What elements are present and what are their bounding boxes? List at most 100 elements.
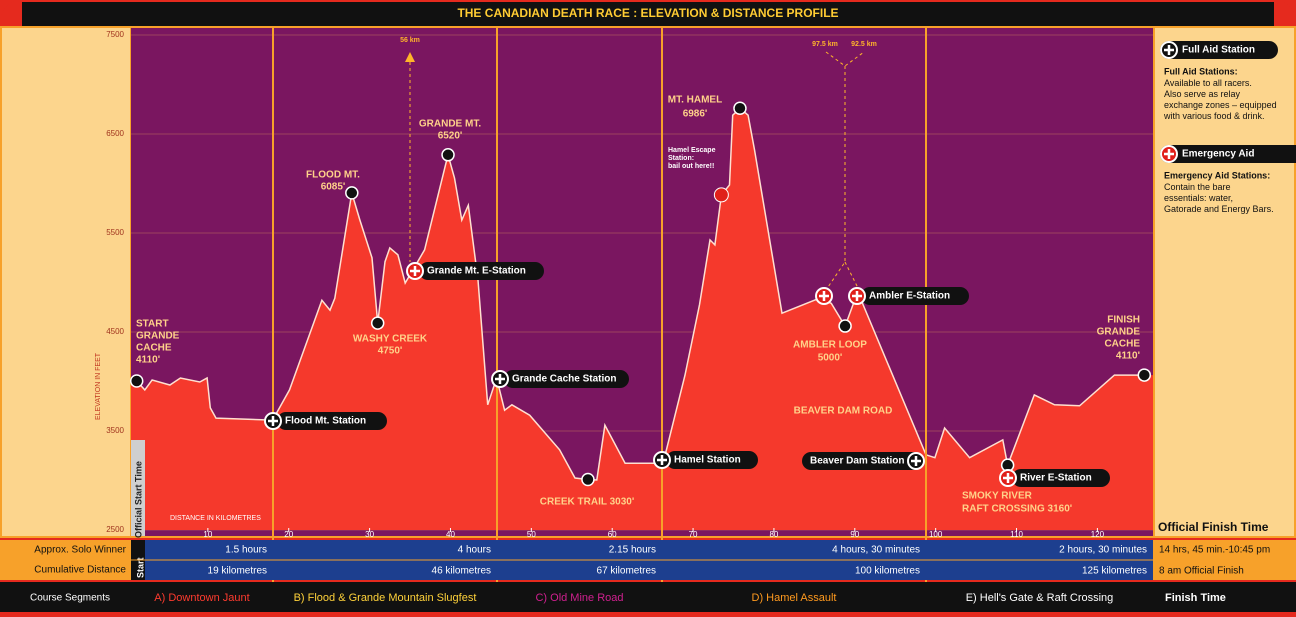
icon-cross <box>495 374 505 384</box>
station-label: Ambler E-Station <box>869 291 950 302</box>
start-time-label: Official Start Time <box>133 461 143 538</box>
segment-name: E) Hell's Gate & Raft Crossing <box>966 592 1114 604</box>
x-tick-label: 40 <box>446 530 455 539</box>
annotation: START <box>136 319 169 330</box>
row-label: Cumulative Distance <box>34 565 126 576</box>
annotation: 6986' <box>683 109 708 120</box>
annotation: GRANDE <box>136 331 180 342</box>
start-band <box>131 440 145 536</box>
legend-text: Contain the bare essentials: water, Gatora… <box>1164 182 1274 214</box>
annotation-line <box>825 51 865 291</box>
icon-cross <box>1164 149 1174 159</box>
icon-cross <box>819 291 829 301</box>
title-bar <box>22 2 1274 26</box>
legend-title: Emergency Aid <box>1182 149 1254 160</box>
finish-label: Finish Time <box>1165 592 1226 604</box>
annotation: FINISH <box>1107 315 1140 326</box>
legend-panel <box>1155 28 1294 536</box>
station-pill <box>277 412 387 430</box>
annotation: 6085' <box>321 182 346 193</box>
x-tick-label: 90 <box>850 530 859 539</box>
x-tick-label: 50 <box>527 530 536 539</box>
annotation: 4110' <box>1116 351 1140 362</box>
row-label: Course Segments <box>30 593 110 604</box>
segment-distance: 19 kilometres <box>208 566 267 577</box>
segment-distance: 125 kilometres <box>1082 566 1147 577</box>
annotation: WASHY CREEK <box>353 334 428 345</box>
legend-pill <box>1160 145 1296 163</box>
segment-name: D) Hamel Assault <box>752 592 837 604</box>
x-tick-label: 110 <box>1010 530 1023 539</box>
legend-heading: Full Aid Stations: <box>1164 66 1238 76</box>
annotation: 56 km <box>400 37 420 44</box>
row-label: Approx. Solo Winner <box>34 545 126 556</box>
x-tick-label: 60 <box>608 530 617 539</box>
segment-time: 2 hours, 30 minutes <box>1059 545 1147 556</box>
annotation: bail out here!! <box>668 163 714 170</box>
table: Start Approx. Solo Winner Cumulative Dista… <box>0 540 1296 612</box>
arrow-head <box>405 52 415 62</box>
elevation-marker <box>581 472 595 487</box>
area-fill <box>131 108 1153 531</box>
annotation: RAFT CROSSING 3160' <box>962 504 1072 515</box>
segments-row <box>0 582 1296 612</box>
annotation: 97.5 km <box>812 41 838 48</box>
annotation: AMBLER LOOP <box>793 340 867 351</box>
icon-cross <box>410 266 420 276</box>
legend-text: Available to all racers. Also serve as re… <box>1163 78 1277 121</box>
y-tick-label: 4500 <box>106 327 124 336</box>
station-label: Grande Mt. E-Station <box>427 266 526 277</box>
legend-pill <box>1160 41 1278 59</box>
y-tick-label: 6500 <box>106 129 124 138</box>
segment-time: 2.15 hours <box>609 545 656 556</box>
plot: 2500 3500 4500 5500 6500 7500 ELEVATION IN FEE… <box>95 28 1153 612</box>
station-pill <box>802 452 922 470</box>
annotation: 5000' <box>818 353 843 364</box>
icon-cross <box>852 291 862 301</box>
annotation: GRANDE <box>1097 327 1141 338</box>
segment-time: 1.5 hours <box>225 545 267 556</box>
segment-name: A) Downtown Jaunt <box>154 592 249 604</box>
x-tick-label: 120 <box>1091 530 1105 539</box>
station-label: Grande Cache Station <box>512 374 616 385</box>
icon-cross <box>1164 45 1174 55</box>
segment-time: 4 hours, 30 minutes <box>832 545 920 556</box>
legend-heading: Emergency Aid Stations: <box>1164 170 1270 180</box>
icon-cross <box>657 455 667 465</box>
icon-cross <box>911 456 921 466</box>
elevation-marker <box>733 101 747 116</box>
annotation: Hamel Escape <box>668 147 716 154</box>
y-tick-label: 5500 <box>106 228 124 237</box>
station-pill <box>419 262 544 280</box>
chart-title: THE CANADIAN DEATH RACE : ELEVATION & DI… <box>457 6 838 20</box>
elevation-marker <box>129 374 144 388</box>
elevation-marker <box>370 316 385 330</box>
elevation-marker <box>345 186 359 200</box>
station-label: River E-Station <box>1020 473 1092 484</box>
annotation: CACHE <box>136 343 172 354</box>
annotation: 4110' <box>136 355 160 366</box>
y-axis-label: ELEVATION IN FEET <box>95 352 102 420</box>
station-label: Flood Mt. Station <box>285 416 366 427</box>
escape-marker <box>713 187 729 203</box>
segment-name: C) Old Mine Road <box>535 592 623 604</box>
annotation: CACHE <box>1104 339 1140 350</box>
elevation-marker <box>838 319 852 333</box>
annotation: BEAVER DAM ROAD <box>794 406 893 417</box>
y-tick-label: 7500 <box>106 30 124 39</box>
x-tick-label: 100 <box>929 530 943 539</box>
station-label: Beaver Dam Station <box>810 456 904 467</box>
station-pill <box>861 287 969 305</box>
start-label: Start <box>135 557 145 578</box>
segment-time: 4 hours <box>458 545 491 556</box>
annotation: Station: <box>668 155 694 162</box>
segment-distance: 46 kilometres <box>432 566 491 577</box>
legend-title: Full Aid Station <box>1182 45 1255 56</box>
axis-panel <box>2 28 130 536</box>
segment-distance: 67 kilometres <box>597 566 656 577</box>
annotation: MT. HAMEL <box>668 95 722 106</box>
segment-name: B) Flood & Grande Mountain Slugfest <box>294 592 477 604</box>
